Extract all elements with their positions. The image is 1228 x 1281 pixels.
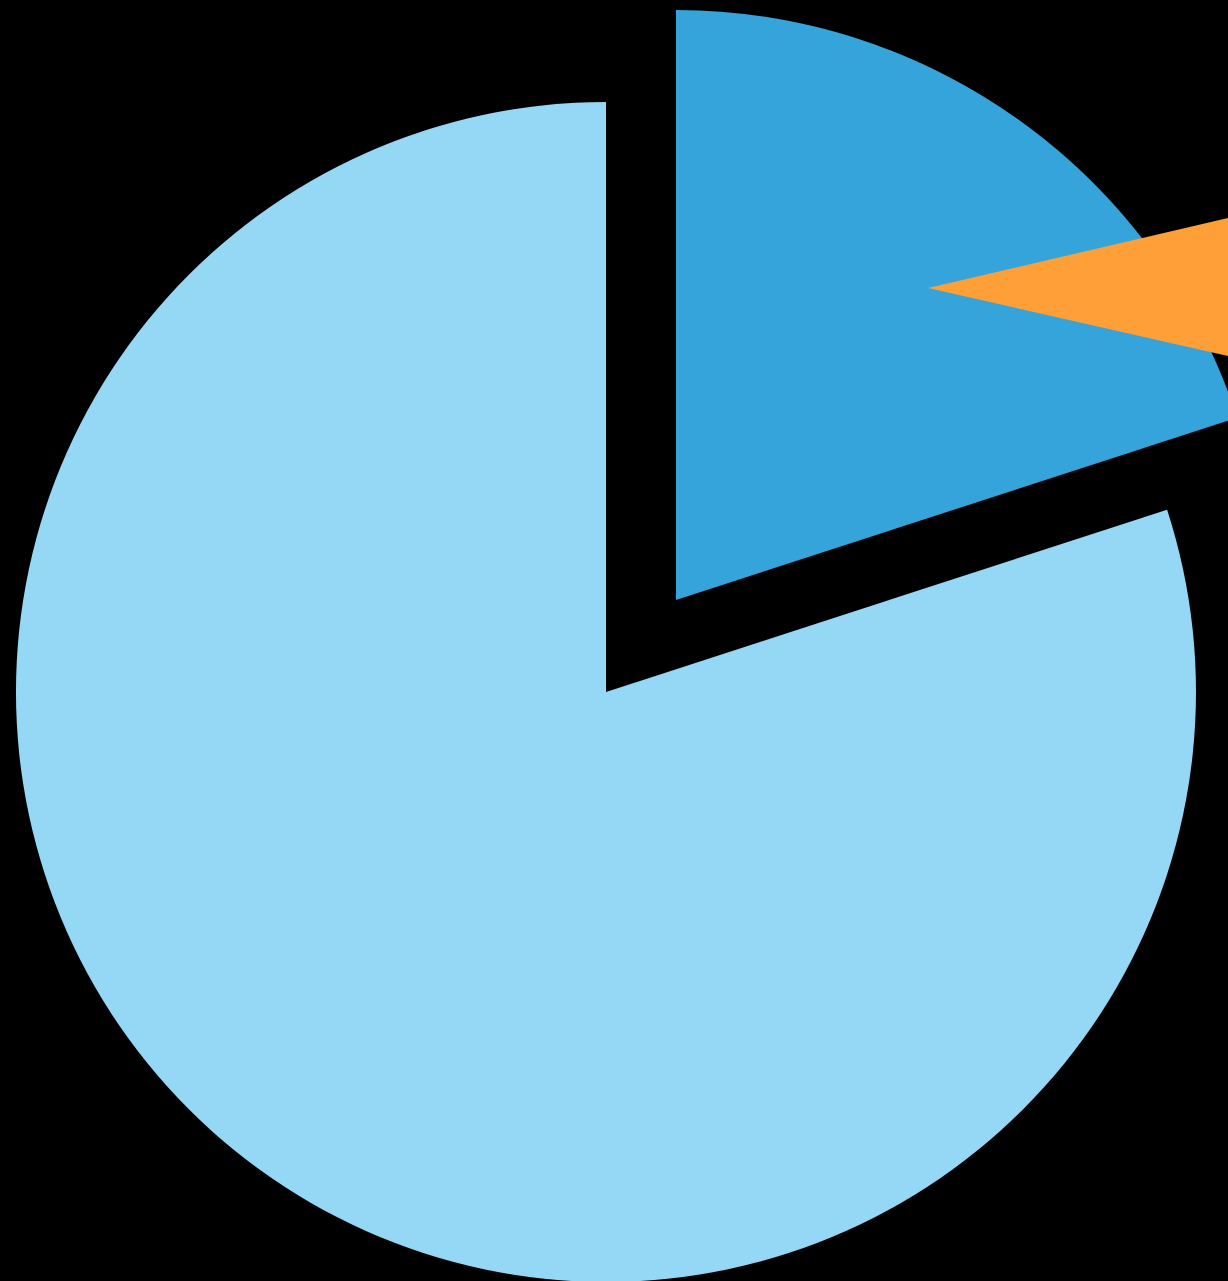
pie-slice-exploded bbox=[676, 10, 1228, 600]
pie-slice-main bbox=[15, 102, 1196, 1281]
pointer-icon bbox=[928, 218, 1228, 356]
